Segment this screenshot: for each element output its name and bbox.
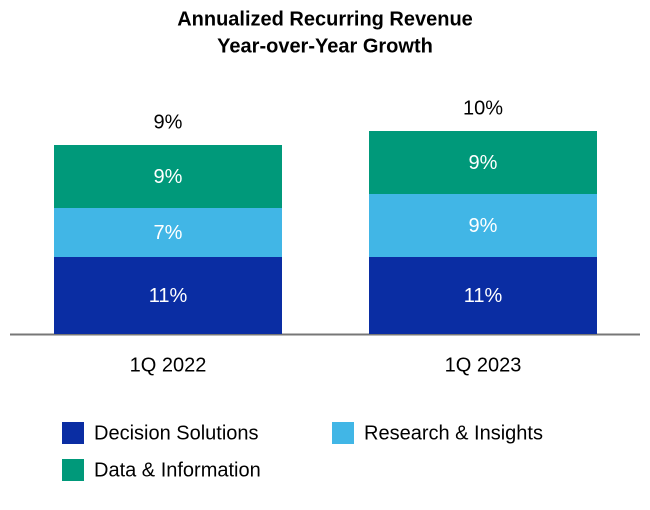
total-label: 9% bbox=[154, 111, 183, 133]
legend-swatch bbox=[62, 459, 84, 481]
x-tick-label: 1Q 2023 bbox=[445, 354, 522, 376]
x-tick-label: 1Q 2022 bbox=[130, 354, 207, 376]
bar-segment bbox=[54, 145, 282, 208]
legend-swatch bbox=[62, 422, 84, 444]
value-label: 9% bbox=[154, 166, 183, 188]
legend-label: Data & Information bbox=[94, 459, 261, 481]
total-label: 10% bbox=[463, 97, 503, 119]
value-label: 11% bbox=[149, 285, 188, 307]
chart-title: Annualized Recurring Revenue bbox=[177, 8, 473, 30]
chart-subtitle: Year-over-Year Growth bbox=[217, 35, 433, 57]
legend-swatch bbox=[332, 422, 354, 444]
bar-segment bbox=[369, 257, 597, 334]
legend-label: Decision Solutions bbox=[94, 422, 259, 444]
bar-segment bbox=[54, 257, 282, 334]
value-label: 11% bbox=[464, 285, 503, 307]
value-label: 9% bbox=[469, 215, 498, 237]
value-label: 7% bbox=[154, 222, 183, 244]
bar-segment bbox=[54, 208, 282, 257]
value-label: 9% bbox=[469, 152, 498, 174]
bar-segment bbox=[369, 194, 597, 257]
legend-label: Research & Insights bbox=[364, 422, 543, 444]
bar-segment bbox=[369, 131, 597, 194]
